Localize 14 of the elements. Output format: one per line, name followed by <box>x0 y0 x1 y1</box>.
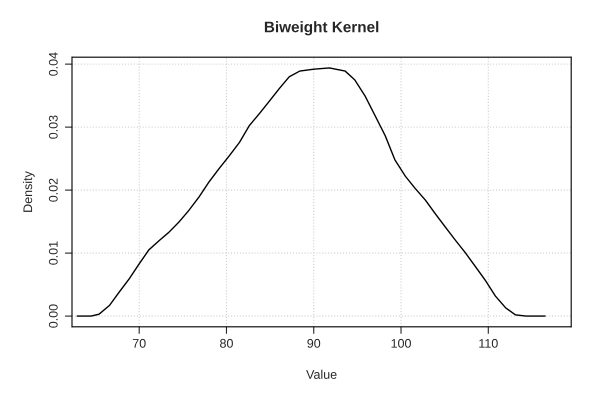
x-tick-label: 110 <box>479 338 498 348</box>
x-tick-label: 70 <box>132 338 146 348</box>
x-tick-label: 100 <box>392 338 411 348</box>
y-tick-label: 0.01 <box>48 242 58 265</box>
line-series <box>76 67 546 317</box>
y-tick-label: 0.02 <box>48 178 58 202</box>
y-tick-label: 0.00 <box>48 304 58 328</box>
y-tick-label: 0.04 <box>48 52 58 76</box>
x-axis-title: Value <box>306 370 337 379</box>
chart-title: Biweight Kernel <box>264 21 378 36</box>
y-tick-label: 0.03 <box>48 116 58 139</box>
y-axis-title: Density <box>23 171 35 212</box>
x-tick-label: 90 <box>307 338 320 348</box>
x-tick-label: 80 <box>220 338 233 348</box>
